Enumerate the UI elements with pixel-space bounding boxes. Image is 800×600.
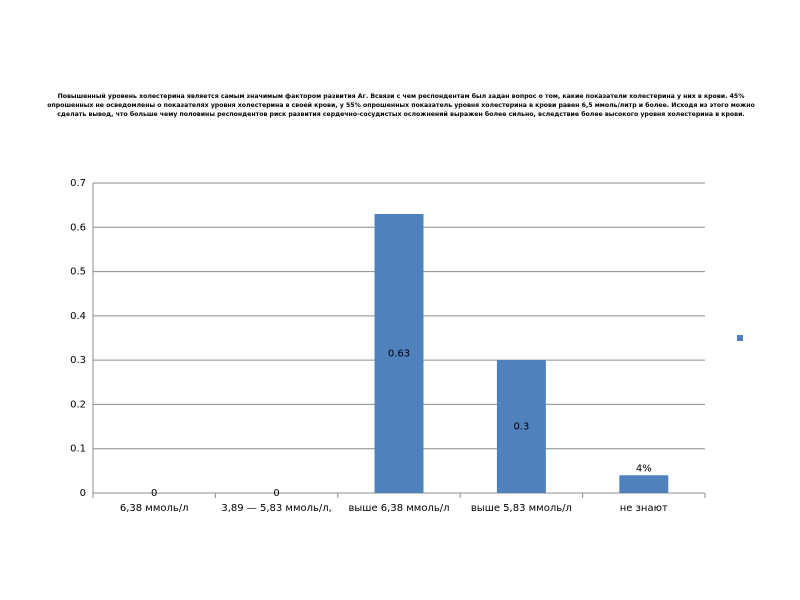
- data-label: 0: [273, 488, 279, 499]
- bar: [374, 214, 424, 493]
- bar: [619, 475, 669, 493]
- x-tick-label: 3,89 — 5,83 ммоль/л,: [221, 503, 332, 514]
- y-tick-label: 0.7: [70, 178, 86, 189]
- y-tick-label: 0.2: [70, 399, 86, 410]
- y-tick-label: 0: [80, 488, 86, 499]
- data-label: 0: [151, 488, 157, 499]
- y-tick-label: 0.6: [70, 222, 86, 233]
- x-tick-label: 6,38 ммоль/л: [120, 503, 189, 514]
- y-tick-label: 0.1: [70, 444, 86, 455]
- chart-title: Повышенный уровень холестерина является …: [47, 93, 755, 118]
- y-tick-label: 0.5: [70, 267, 86, 278]
- y-tick-label: 0.4: [70, 311, 86, 322]
- x-tick-label: выше 6,38 ммоль/л: [349, 503, 450, 514]
- data-label: 4%: [636, 463, 652, 474]
- data-label: 0.63: [388, 349, 410, 360]
- x-tick-label: не знают: [620, 503, 668, 514]
- y-tick-label: 0.3: [70, 355, 86, 366]
- data-label: 0.3: [513, 422, 529, 433]
- x-tick-label: выше 5,83 ммоль/л: [471, 503, 572, 514]
- legend-marker: [737, 335, 743, 341]
- bar: [496, 360, 546, 493]
